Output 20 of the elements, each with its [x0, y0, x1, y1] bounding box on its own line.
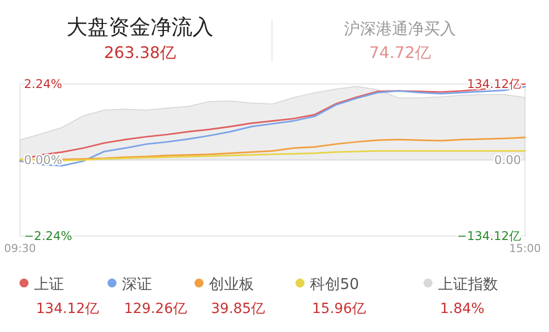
text: 129.26亿 — [124, 301, 187, 317]
text: 1.84% — [440, 301, 484, 317]
text: 沪深港通净买入 — [344, 19, 456, 38]
legend-label: 科创50 — [310, 275, 360, 293]
y2-tick-label: 0.00 — [494, 153, 521, 167]
x-tick-label: 09:30 — [4, 242, 36, 255]
chart-title: 大盘资金净流入 — [66, 15, 214, 39]
text: 134.12亿 — [36, 301, 99, 317]
y2-tick-label: −134.12亿 — [456, 229, 521, 243]
x-tick-label: 15:00 — [509, 242, 541, 255]
legend-label: 上证指数 — [438, 275, 498, 293]
chart-subtitle: 263.38亿 — [104, 43, 176, 62]
text: 74.72亿 — [369, 43, 431, 62]
text: 15.96亿 — [312, 301, 366, 317]
legend-label: 深证 — [122, 275, 152, 293]
y-tick-label: 2.24% — [24, 77, 62, 91]
legend-label: 上证 — [34, 275, 64, 293]
text: 39.85亿 — [211, 301, 266, 317]
y-tick-label: −2.24% — [24, 229, 72, 243]
legend-label: 创业板 — [209, 275, 254, 293]
